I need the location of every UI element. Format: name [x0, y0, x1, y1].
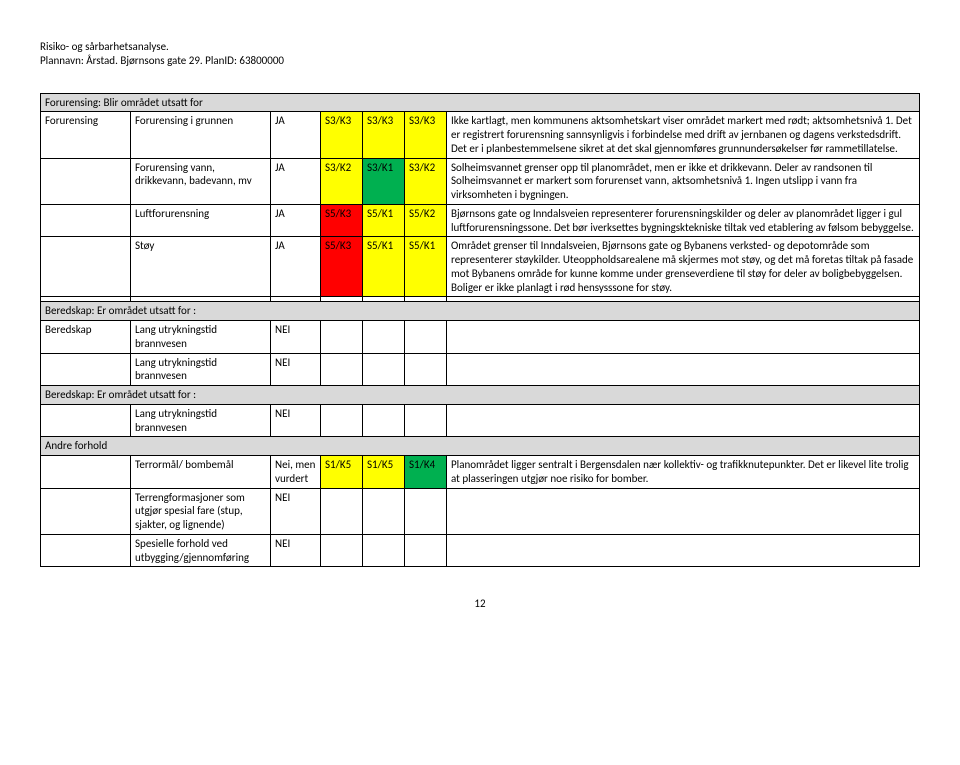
cell-code: S1/K4 — [405, 456, 447, 489]
cell-code: S5/K3 — [321, 204, 363, 237]
cell-code: S1/K5 — [363, 456, 405, 489]
cell-desc: Området grenser til Inndalsveien, Bjørns… — [447, 237, 920, 297]
cell-ja: NEI — [271, 321, 321, 354]
section-title: Beredskap: Er området utsatt for : — [41, 386, 920, 405]
table-row: Terrengformasjoner som utgjør spesial fa… — [41, 488, 920, 534]
cell-code: S3/K2 — [321, 158, 363, 204]
cell-code: S5/K2 — [405, 204, 447, 237]
cell-category — [41, 158, 131, 204]
header-line-1: Risiko- og sårbarhetsanalyse. — [40, 40, 920, 54]
cell-ja: NEI — [271, 488, 321, 534]
section-header: Andre forhold — [41, 437, 920, 456]
cell-code: S5/K1 — [363, 204, 405, 237]
section-title: Beredskap: Er området utsatt for : — [41, 302, 920, 321]
cell-ja: NEI — [271, 404, 321, 437]
page-number: 12 — [40, 597, 920, 610]
cell-code: S3/K2 — [405, 158, 447, 204]
cell-sub: Luftforurensning — [131, 204, 271, 237]
cell-desc: Planområdet ligger sentralt i Bergensdal… — [447, 456, 920, 489]
cell-sub: Forurensing vann, drikkevann, badevann, … — [131, 158, 271, 204]
cell-desc: Ikke kartlagt, men kommunens aktsomhetsk… — [447, 112, 920, 158]
header-line-2: Plannavn: Årstad. Bjørnsons gate 29. Pla… — [40, 54, 920, 68]
table-row: Lang utrykningstid brannvesen NEI — [41, 404, 920, 437]
cell-ja: JA — [271, 237, 321, 297]
cell-ja: NEI — [271, 353, 321, 386]
cell-code: S1/K5 — [321, 456, 363, 489]
cell-sub: Forurensing i grunnen — [131, 112, 271, 158]
cell-category: Forurensing — [41, 112, 131, 158]
cell-ja: NEI — [271, 534, 321, 567]
cell-code: S5/K3 — [321, 237, 363, 297]
cell-sub: Terrengformasjoner som utgjør spesial fa… — [131, 488, 271, 534]
cell-category: Beredskap — [41, 321, 131, 354]
risk-table: Forurensing: Blir området utsatt for For… — [40, 93, 920, 568]
cell-sub: Lang utrykningstid brannvesen — [131, 321, 271, 354]
cell-sub: Terrormål/ bombemål — [131, 456, 271, 489]
cell-category — [41, 204, 131, 237]
page-header: Risiko- og sårbarhetsanalyse. Plannavn: … — [40, 40, 920, 69]
section-header: Beredskap: Er området utsatt for : — [41, 302, 920, 321]
table-row: Terrormål/ bombemål Nei, men vurdert S1/… — [41, 456, 920, 489]
cell-sub: Lang utrykningstid brannvesen — [131, 404, 271, 437]
cell-category — [41, 488, 131, 534]
table-row: Spesielle forhold ved utbygging/gjennomf… — [41, 534, 920, 567]
cell-category — [41, 353, 131, 386]
cell-ja: Nei, men vurdert — [271, 456, 321, 489]
cell-code: S3/K3 — [321, 112, 363, 158]
section-header: Forurensing: Blir området utsatt for — [41, 93, 920, 112]
cell-ja: JA — [271, 158, 321, 204]
cell-category — [41, 534, 131, 567]
table-row: Luftforurensning JA S5/K3 S5/K1 S5/K2 Bj… — [41, 204, 920, 237]
cell-ja: JA — [271, 204, 321, 237]
cell-code: S3/K1 — [363, 158, 405, 204]
table-row: Lang utrykningstid brannvesen NEI — [41, 353, 920, 386]
section-title: Forurensing: Blir området utsatt for — [41, 93, 920, 112]
cell-code: S3/K3 — [363, 112, 405, 158]
cell-code: S3/K3 — [405, 112, 447, 158]
cell-desc: Bjørnsons gate og Inndalsveien represent… — [447, 204, 920, 237]
section-header: Beredskap: Er området utsatt for : — [41, 386, 920, 405]
table-row: Beredskap Lang utrykningstid brannvesen … — [41, 321, 920, 354]
cell-code: S5/K1 — [405, 237, 447, 297]
cell-ja: JA — [271, 112, 321, 158]
cell-category — [41, 237, 131, 297]
cell-sub: Lang utrykningstid brannvesen — [131, 353, 271, 386]
table-row: Forurensing Forurensing i grunnen JA S3/… — [41, 112, 920, 158]
cell-category — [41, 456, 131, 489]
section-title: Andre forhold — [41, 437, 131, 456]
cell-code: S5/K1 — [363, 237, 405, 297]
table-row: Støy JA S5/K3 S5/K1 S5/K1 Området grense… — [41, 237, 920, 297]
cell-sub: Spesielle forhold ved utbygging/gjennomf… — [131, 534, 271, 567]
table-row: Forurensing vann, drikkevann, badevann, … — [41, 158, 920, 204]
cell-sub: Støy — [131, 237, 271, 297]
cell-desc: Solheimsvannet grenser opp til planområd… — [447, 158, 920, 204]
cell-category — [41, 404, 131, 437]
